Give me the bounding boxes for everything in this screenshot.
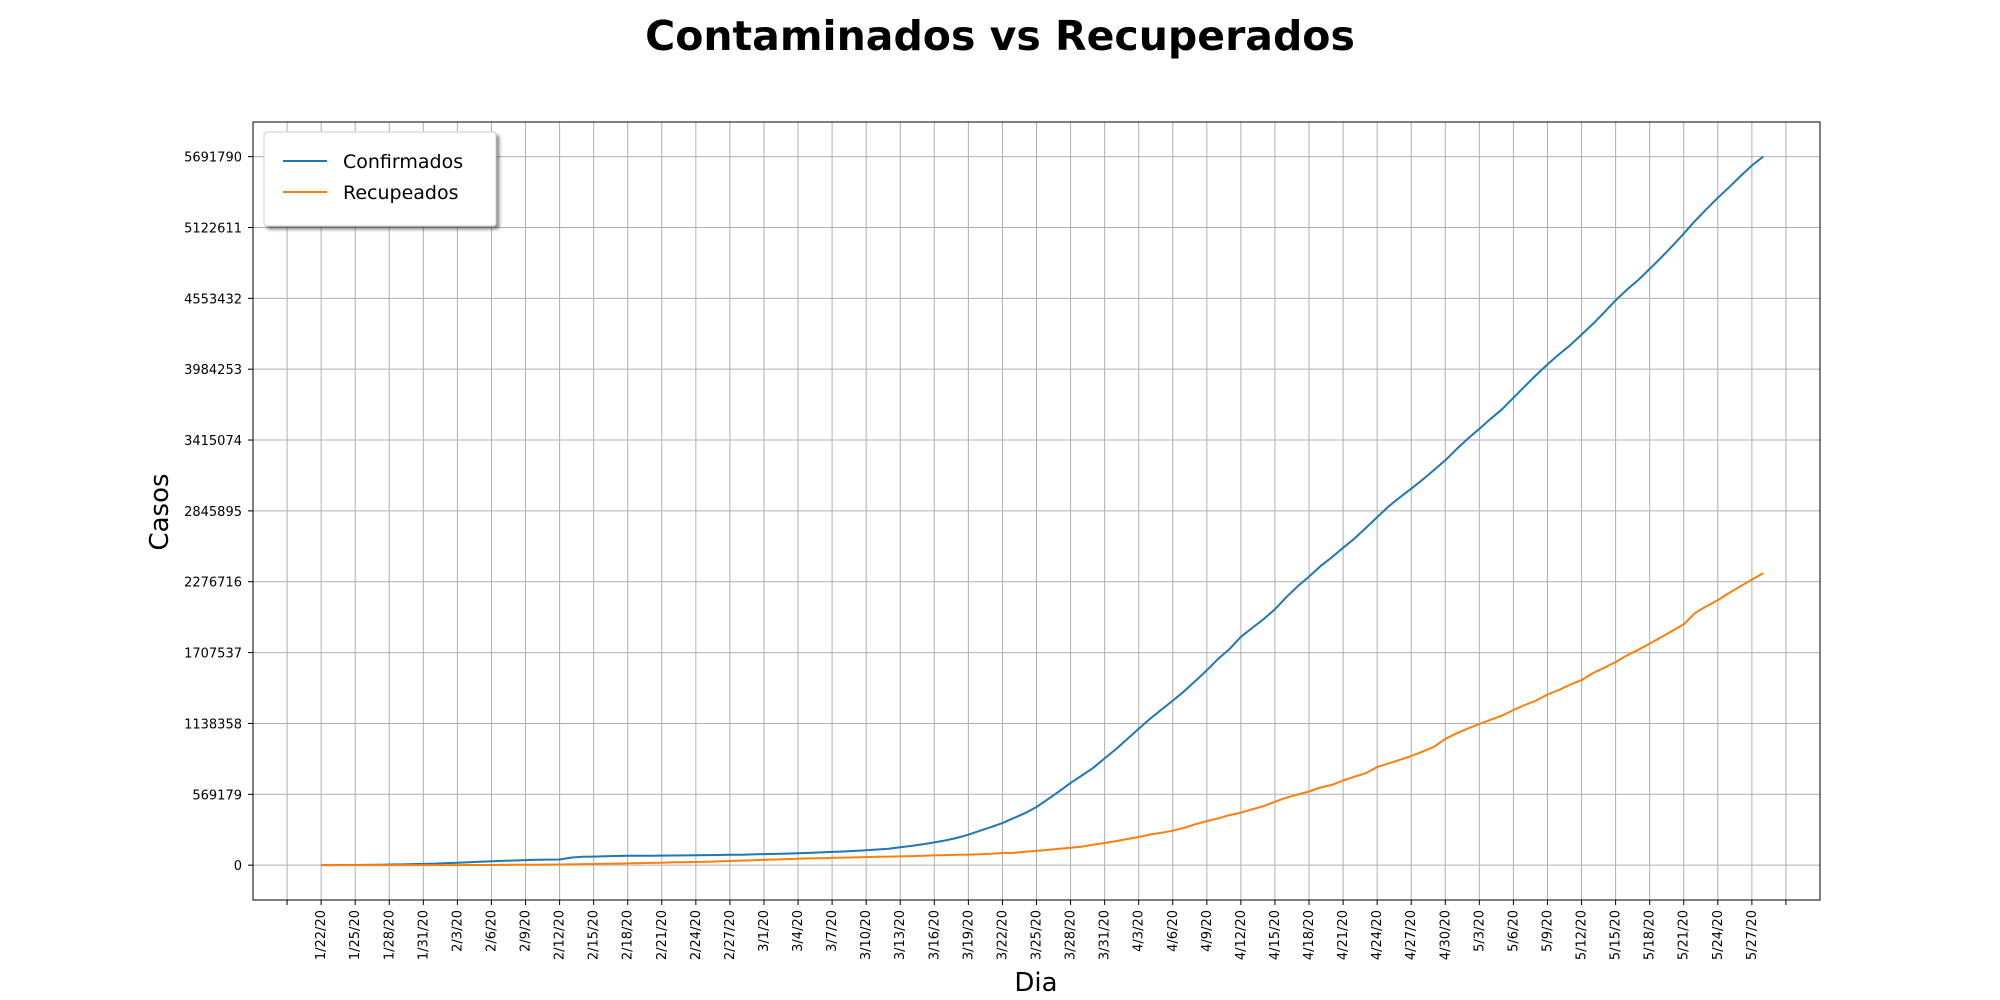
x-tick-label: 2/21/20 bbox=[655, 910, 670, 960]
y-tick-label: 2845895 bbox=[184, 505, 242, 520]
y-tick-label: 1707537 bbox=[184, 647, 242, 662]
x-tick-label: 3/4/20 bbox=[791, 910, 806, 952]
x-tick-label: 3/22/20 bbox=[995, 910, 1010, 960]
x-tick-label: 2/3/20 bbox=[450, 910, 465, 952]
x-tick-label: 4/30/20 bbox=[1438, 910, 1453, 960]
legend-box bbox=[263, 131, 497, 227]
y-tick-label: 5122611 bbox=[184, 221, 242, 236]
x-tick-label: 3/28/20 bbox=[1064, 910, 1079, 960]
x-tick-label: 3/10/20 bbox=[859, 910, 874, 960]
y-axis-label: Casos bbox=[145, 473, 175, 550]
x-tick-label: 2/12/20 bbox=[553, 910, 568, 960]
x-tick-label: 1/25/20 bbox=[348, 910, 363, 960]
x-tick-label: 4/6/20 bbox=[1166, 910, 1181, 952]
x-tick-label: 4/3/20 bbox=[1132, 910, 1147, 952]
x-tick-label: 2/18/20 bbox=[621, 910, 636, 960]
legend-label-confirmados: Confirmados bbox=[343, 151, 463, 173]
x-tick-label: 5/18/20 bbox=[1643, 910, 1658, 960]
y-tick-label: 0 bbox=[234, 859, 242, 874]
x-tick-label: 5/24/20 bbox=[1711, 910, 1726, 960]
y-tick-label: 5691790 bbox=[184, 151, 242, 166]
x-tick-label: 5/27/20 bbox=[1745, 910, 1760, 960]
x-axis-label: Dia bbox=[1014, 968, 1057, 998]
x-tick-label: 2/24/20 bbox=[689, 910, 704, 960]
x-tick-label: 3/31/20 bbox=[1098, 910, 1113, 960]
x-tick-label: 4/18/20 bbox=[1302, 910, 1317, 960]
x-tick-label: 3/13/20 bbox=[893, 910, 908, 960]
x-tick-label: 3/19/20 bbox=[961, 910, 976, 960]
legend-label-recupeados: Recupeados bbox=[343, 182, 459, 204]
x-tick-label: 1/28/20 bbox=[382, 910, 397, 960]
x-tick-label: 5/15/20 bbox=[1609, 910, 1624, 960]
x-tick-label: 5/9/20 bbox=[1540, 910, 1555, 952]
x-tick-label: 5/12/20 bbox=[1575, 910, 1590, 960]
x-tick-label: 5/6/20 bbox=[1506, 910, 1521, 952]
x-tick-label: 2/15/20 bbox=[587, 910, 602, 960]
x-tick-label: 4/24/20 bbox=[1370, 910, 1385, 960]
y-tick-label: 569179 bbox=[192, 788, 242, 803]
series-line-recupeados bbox=[321, 572, 1764, 867]
x-tick-label: 3/16/20 bbox=[927, 910, 942, 960]
x-tick-label: 4/27/20 bbox=[1404, 910, 1419, 960]
grid bbox=[253, 122, 1820, 900]
x-tick-label: 3/25/20 bbox=[1030, 910, 1045, 960]
x-tick-label: 2/6/20 bbox=[484, 910, 499, 952]
y-tick-label: 3984253 bbox=[184, 363, 242, 378]
y-tick-label: 1138358 bbox=[184, 717, 242, 732]
y-tick-label: 2276716 bbox=[184, 576, 242, 591]
chart-title: Contaminados vs Recuperados bbox=[645, 12, 1355, 60]
x-tick-label: 5/21/20 bbox=[1677, 910, 1692, 960]
x-tick-label: 4/9/20 bbox=[1200, 910, 1215, 952]
x-tick-label: 3/7/20 bbox=[825, 910, 840, 952]
legend: Confirmados Recupeados bbox=[263, 131, 497, 227]
y-tick-label: 4553432 bbox=[184, 292, 242, 307]
y-tick-label: 3415074 bbox=[184, 434, 242, 449]
x-tick-label: 4/21/20 bbox=[1336, 910, 1351, 960]
x-tick-label: 1/22/20 bbox=[314, 910, 329, 960]
x-tick-label: 5/3/20 bbox=[1472, 910, 1487, 952]
x-tick-label: 4/15/20 bbox=[1268, 910, 1283, 960]
x-tick-label: 1/31/20 bbox=[416, 910, 431, 960]
x-tick-label: 2/27/20 bbox=[723, 910, 738, 960]
series-lines bbox=[321, 155, 1764, 867]
series-line-confirmados bbox=[321, 155, 1764, 867]
axis-ticks: 1/22/20 1/25/20 1/28/20 1/31/20 2/3/20 2/6/20… bbox=[184, 151, 1787, 960]
x-tick-label: 4/12/20 bbox=[1234, 910, 1249, 960]
x-tick-label: 2/9/20 bbox=[519, 910, 534, 952]
x-tick-label: 3/1/20 bbox=[757, 910, 772, 952]
